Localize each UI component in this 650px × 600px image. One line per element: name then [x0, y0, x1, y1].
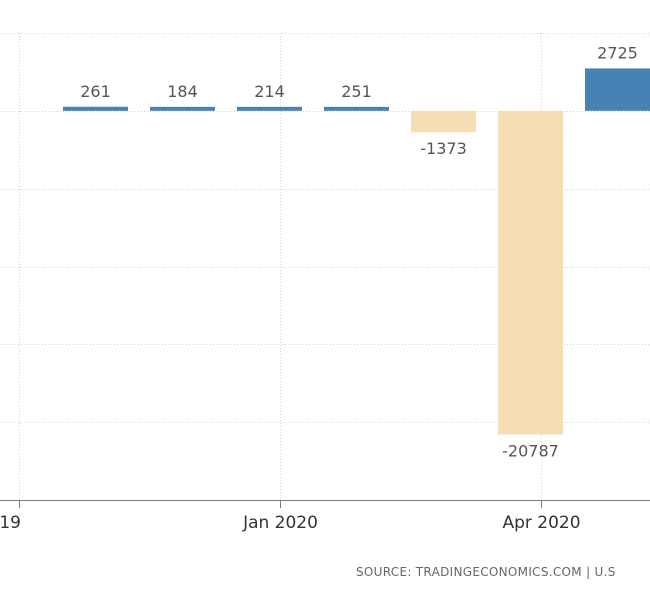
- bar: [63, 106, 128, 111]
- bar-value-label: -1373: [420, 139, 467, 158]
- x-tick-label: Jan 2020: [242, 513, 318, 533]
- bar: [498, 110, 563, 435]
- bar: [324, 106, 389, 111]
- bar-value-label: 251: [341, 82, 372, 101]
- bar-value-label: 2725: [597, 43, 638, 62]
- bar-value-label: 214: [254, 82, 285, 101]
- bar-value-label: -20787: [502, 441, 559, 460]
- source-credit: SOURCE: TRADINGECONOMICS.COM | U.S: [356, 565, 616, 579]
- x-tick-label: Apr 2020: [502, 513, 580, 533]
- bar: [150, 106, 215, 111]
- bar-value-label: 261: [80, 82, 111, 101]
- bar: [585, 68, 650, 111]
- bar: [411, 110, 476, 133]
- bar-value-label: 184: [167, 82, 198, 101]
- x-tick-label: 19: [0, 513, 21, 533]
- bar: [237, 106, 302, 111]
